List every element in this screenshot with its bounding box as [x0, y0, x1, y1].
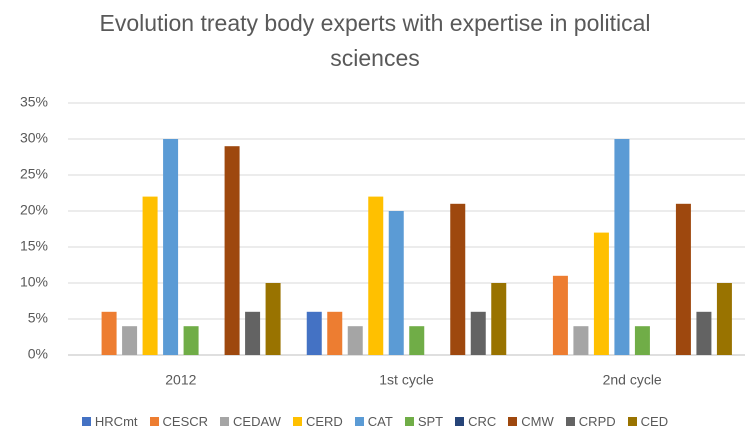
bar: [224, 146, 240, 355]
legend-item: HRCmt: [81, 414, 138, 429]
bar: [470, 311, 486, 355]
chart-title: Evolution treaty body experts with exper…: [99, 10, 651, 71]
legend-swatch: [508, 417, 518, 426]
legend-item: SPT: [404, 414, 444, 429]
bar: [696, 311, 712, 355]
x-tick-label: 1st cycle: [379, 372, 434, 388]
bar: [491, 283, 507, 355]
bar: [142, 196, 158, 355]
bar: [327, 311, 343, 355]
legend-swatch: [627, 417, 637, 426]
bar: [101, 311, 117, 355]
chart: 0% 5% 10% 15% 20% 25% 30% 35% 2012 1st cycle 2nd c…: [20, 94, 745, 388]
legend-label: CMW: [521, 414, 554, 429]
legend-swatch: [292, 417, 302, 426]
y-tick-label: 5%: [28, 310, 48, 326]
legend-item: CESCR: [149, 414, 209, 429]
bar: [347, 326, 363, 355]
legend-label: CEDAW: [233, 414, 281, 429]
y-tick-label: 30%: [20, 130, 48, 146]
bar: [306, 311, 322, 355]
bar: [409, 326, 425, 355]
legend-swatch: [404, 417, 414, 426]
legend-label: CRPD: [578, 414, 616, 429]
legend-label: CAT: [367, 414, 393, 429]
legend-label: CED: [640, 414, 669, 429]
bar: [122, 326, 138, 355]
legend-item: CED: [627, 414, 669, 429]
legend-label: SPT: [417, 414, 444, 429]
legend-item: CERD: [292, 414, 343, 429]
legend-swatch: [149, 417, 159, 426]
bar: [388, 211, 404, 355]
bar: [163, 139, 179, 355]
legend-label: CERD: [305, 414, 343, 429]
bar: [634, 326, 650, 355]
legend-swatch: [354, 417, 364, 426]
bar: [245, 311, 261, 355]
y-tick-label: 10%: [20, 274, 48, 290]
legend-swatch: [220, 417, 230, 426]
legend-item: CAT: [354, 414, 393, 429]
bar: [614, 139, 630, 355]
bar: [552, 275, 568, 355]
bar: [573, 326, 589, 355]
legend-label: HRCmt: [94, 414, 138, 429]
y-tick-label: 0%: [28, 346, 48, 362]
bar: [450, 203, 466, 355]
legend-item: CRPD: [565, 414, 616, 429]
bar: [593, 232, 609, 355]
bar: [675, 203, 691, 355]
bar: [265, 283, 281, 355]
x-tick-label: 2nd cycle: [603, 372, 662, 388]
y-tick-label: 20%: [20, 202, 48, 218]
legend-item: CMW: [508, 414, 554, 429]
legend-label: CRC: [468, 414, 497, 429]
legend-item: CRC: [455, 414, 496, 429]
x-tick-label: 2012: [165, 372, 196, 388]
legend-swatch: [455, 417, 465, 426]
legend-label: CESCR: [162, 414, 209, 429]
y-tick-label: 15%: [20, 238, 48, 254]
legend-swatch: [81, 417, 91, 426]
legend-swatch: [565, 417, 575, 426]
y-tick-label: 25%: [20, 166, 48, 182]
legend-item: CEDAW: [220, 414, 281, 429]
bar: [368, 196, 384, 355]
bar: [183, 326, 199, 355]
bar: [716, 283, 732, 355]
y-tick-label: 35%: [20, 94, 48, 110]
legend: HRCmt CESCR CEDAW CERD CAT SPT CRC CMW CRPD CED: [0, 414, 750, 429]
